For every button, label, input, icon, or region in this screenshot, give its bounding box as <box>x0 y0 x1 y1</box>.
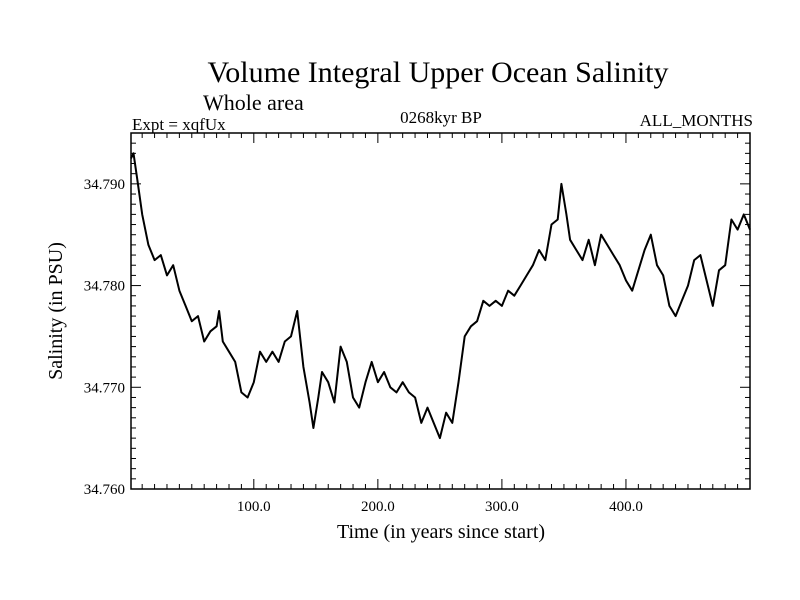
chart-subtitle: Whole area <box>203 90 304 115</box>
y-tick-label: 34.780 <box>84 279 125 295</box>
plot-frame <box>130 132 751 490</box>
x-tick-label: 300.0 <box>485 499 519 515</box>
axis-ticks <box>131 133 750 489</box>
experiment-label: Expt = xqfUx <box>132 115 226 134</box>
x-axis-label: Time (in years since start) <box>337 521 545 543</box>
x-tick-label: 100.0 <box>237 499 271 515</box>
axis-tick-labels: 100.0 200.0 300.0 400.0 34.760 34.770 34.780 34… <box>84 177 643 515</box>
months-label: ALL_MONTHS <box>640 111 753 130</box>
salinity-series-line <box>130 152 751 440</box>
chart-title: Volume Integral Upper Ocean Salinity <box>208 56 669 89</box>
x-tick-label: 200.0 <box>361 499 395 515</box>
period-label: 0268kyr BP <box>400 108 482 127</box>
x-tick-label: 400.0 <box>609 499 643 515</box>
y-tick-label: 34.790 <box>84 177 125 193</box>
y-tick-label: 34.760 <box>84 482 125 498</box>
y-axis-label: Salinity (in PSU) <box>45 242 67 380</box>
y-tick-label: 34.770 <box>84 380 125 396</box>
